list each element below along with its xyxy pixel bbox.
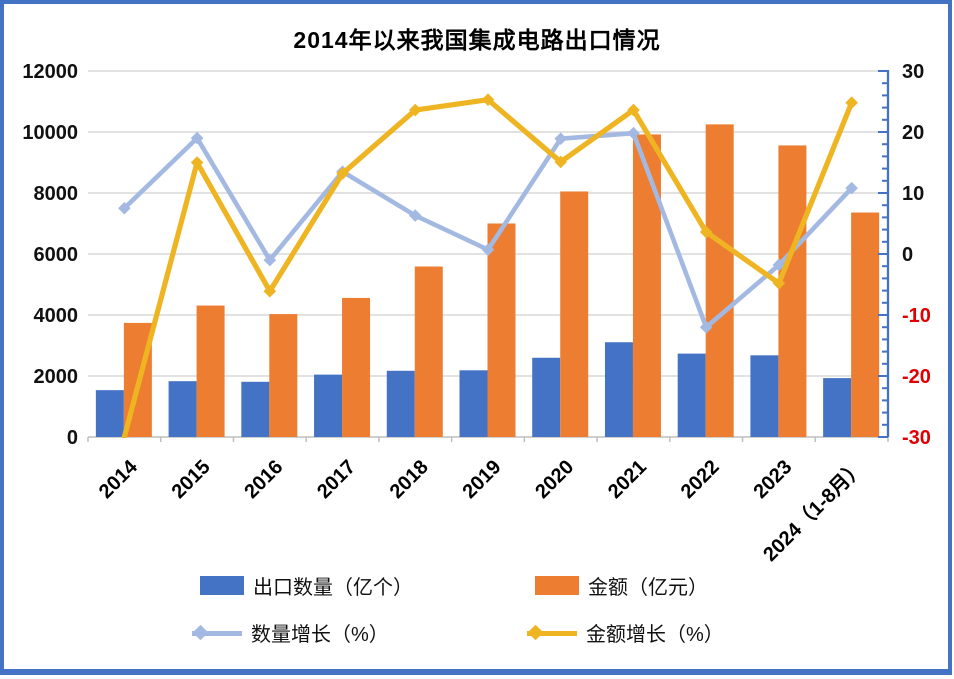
legend-swatch-quantity-growth: [192, 624, 242, 642]
category-label-2023: 2023: [749, 456, 796, 503]
bar-2023: [750, 355, 779, 437]
right-axis: [878, 70, 890, 438]
marker-2022: [699, 225, 713, 239]
chart-title: 2014年以来我国集成电路出口情况: [293, 27, 661, 53]
bar-2014: [95, 390, 124, 437]
right-axis-label: -30: [902, 427, 931, 449]
bars-series-0: [95, 342, 852, 437]
left-axis-label: 0: [67, 427, 78, 449]
bar-2015: [196, 305, 225, 437]
marker-2023: [772, 258, 786, 272]
marker-2020: [554, 132, 568, 146]
marker-2015: [190, 131, 204, 145]
bar-2021: [632, 134, 661, 437]
category-label-2018: 2018: [386, 456, 433, 503]
legend-item-export-quantity: 出口数量（亿个）: [200, 571, 413, 600]
marker-2019: [481, 93, 495, 106]
right-axis-label: 20: [902, 122, 924, 144]
left-axis-label: 4000: [34, 305, 79, 327]
left-axis-label: 6000: [34, 244, 79, 266]
bars-series-1: [123, 124, 880, 438]
legend-label-quantity-growth: 数量增长（%）: [251, 624, 389, 646]
category-label-2014: 2014: [95, 455, 143, 503]
legend-label-amount: 金额（亿元）: [588, 577, 708, 599]
marker-2017: [336, 167, 349, 180]
category-label-2022: 2022: [677, 456, 724, 503]
right-axis-label: -10: [902, 305, 931, 327]
legend-item-amount: 金额（亿元）: [535, 571, 708, 600]
bar-2024（1-8月）: [851, 212, 880, 437]
line-series-1: [121, 93, 858, 438]
left-axis-labels: 12000 10000 8000 6000 4000 2000 0: [22, 61, 78, 449]
legend-swatch-amount-growth: [527, 624, 577, 642]
legend-label-amount-growth: 金额增长（%）: [586, 624, 724, 646]
marker-2018: [408, 209, 422, 222]
right-axis-label: -20: [902, 366, 931, 388]
bar-2017: [342, 297, 371, 437]
category-label-2021: 2021: [604, 456, 651, 503]
right-axis-labels: 30 20 10 0 -10 -20 -30: [902, 61, 931, 449]
right-axis-label: 0: [902, 244, 913, 266]
bar-2019: [487, 223, 516, 437]
marker-2022: [699, 320, 713, 334]
marker-2016: [263, 284, 277, 298]
category-label-2015: 2015: [168, 456, 215, 503]
bar-2023: [778, 145, 807, 438]
left-axis-label: 8000: [34, 183, 79, 205]
category-label-2017: 2017: [313, 456, 360, 503]
right-axis-label: 10: [902, 183, 924, 205]
bar-2016: [241, 381, 270, 437]
category-label-2020: 2020: [531, 456, 578, 503]
category-label-2019: 2019: [459, 456, 506, 503]
marker-2016: [263, 253, 277, 267]
marker-2024（1-8月）: [845, 96, 858, 110]
bar-2022: [677, 353, 706, 437]
left-axis-label: 2000: [34, 366, 79, 388]
marker-2019: [481, 243, 495, 257]
right-axis-label: 30: [902, 61, 924, 83]
bar-2020: [532, 357, 561, 437]
bar-2019: [459, 370, 488, 437]
bar-2020: [560, 191, 589, 437]
category-labels: 2014 2015 2016 2017 2018 2019 2020 2021 2022 2023…: [95, 455, 869, 566]
legend-swatch-export-quantity: [200, 576, 244, 595]
left-axis-label: 12000: [22, 61, 78, 83]
marker-2021: [627, 126, 640, 140]
bar-2018: [414, 266, 443, 437]
bar-2017: [314, 374, 343, 437]
bar-2015: [168, 381, 197, 437]
legend-item-amount-growth: 金额增长（%）: [527, 618, 724, 647]
marker-2018: [408, 103, 422, 117]
bar-2021: [604, 342, 633, 437]
marker-2023: [772, 276, 786, 290]
legend-label-export-quantity: 出口数量（亿个）: [253, 577, 413, 599]
bar-2024（1-8月）: [823, 378, 852, 437]
marker-2021: [627, 103, 640, 117]
category-label-2016: 2016: [240, 456, 287, 503]
left-axis-label: 10000: [22, 122, 78, 144]
bar-2022: [705, 124, 734, 437]
marker-2015: [190, 156, 204, 169]
legend-item-quantity-growth: 数量增长（%）: [192, 618, 389, 647]
marker-2014: [118, 201, 131, 215]
x-axis: [87, 436, 889, 442]
marker-2024（1-8月）: [845, 181, 858, 195]
bar-2018: [386, 370, 415, 437]
marker-2020: [554, 155, 568, 169]
bar-2016: [269, 314, 298, 437]
legend-swatch-amount: [535, 576, 579, 595]
